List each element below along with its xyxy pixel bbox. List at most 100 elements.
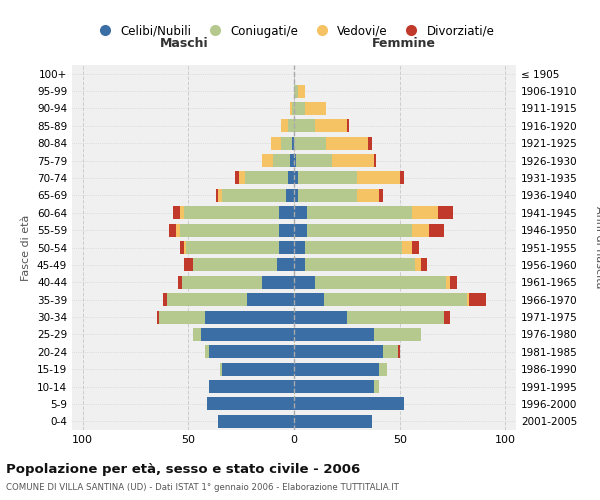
Bar <box>281 136 292 149</box>
Bar <box>298 84 305 98</box>
Bar <box>412 241 419 254</box>
Bar <box>180 206 184 220</box>
Bar <box>294 276 315 289</box>
Bar <box>184 241 186 254</box>
Bar <box>247 293 294 306</box>
Bar <box>374 380 379 393</box>
Text: Femmine: Femmine <box>372 38 436 51</box>
Bar <box>193 258 277 272</box>
Text: COMUNE DI VILLA SANTINA (UD) - Dati ISTAT 1° gennaio 2006 - Elaborazione TUTTITA: COMUNE DI VILLA SANTINA (UD) - Dati ISTA… <box>6 484 399 492</box>
Bar <box>402 241 412 254</box>
Bar <box>235 172 239 184</box>
Bar <box>294 293 323 306</box>
Bar <box>239 172 245 184</box>
Bar <box>184 206 279 220</box>
Bar <box>412 206 438 220</box>
Text: Popolazione per età, sesso e stato civile - 2006: Popolazione per età, sesso e stato civil… <box>6 462 360 475</box>
Bar <box>347 120 349 132</box>
Bar <box>294 84 298 98</box>
Bar <box>290 154 294 167</box>
Bar <box>326 136 368 149</box>
Bar <box>286 189 294 202</box>
Bar <box>218 189 222 202</box>
Bar <box>290 102 292 115</box>
Bar <box>180 241 184 254</box>
Bar <box>294 241 305 254</box>
Bar <box>292 136 294 149</box>
Bar <box>294 346 383 358</box>
Bar <box>315 120 347 132</box>
Bar <box>296 154 332 167</box>
Bar <box>358 189 379 202</box>
Y-axis label: Anni di nascita: Anni di nascita <box>594 206 600 289</box>
Bar <box>294 362 379 376</box>
Bar <box>186 241 279 254</box>
Bar <box>358 172 400 184</box>
Bar <box>298 189 358 202</box>
Bar <box>279 206 294 220</box>
Bar <box>374 154 376 167</box>
Bar <box>294 189 298 202</box>
Bar <box>307 206 412 220</box>
Bar <box>294 154 296 167</box>
Bar <box>294 328 374 341</box>
Y-axis label: Fasce di età: Fasce di età <box>22 214 31 280</box>
Bar <box>287 172 294 184</box>
Bar <box>262 154 273 167</box>
Bar <box>209 346 294 358</box>
Bar <box>158 310 205 324</box>
Bar <box>279 224 294 236</box>
Bar <box>315 276 446 289</box>
Bar <box>294 310 347 324</box>
Bar <box>379 189 383 202</box>
Bar <box>398 346 400 358</box>
Bar <box>182 276 262 289</box>
Bar <box>383 346 398 358</box>
Bar <box>305 102 326 115</box>
Bar <box>279 241 294 254</box>
Bar <box>178 276 182 289</box>
Bar <box>220 362 222 376</box>
Bar <box>412 224 430 236</box>
Bar <box>430 224 444 236</box>
Bar <box>163 293 167 306</box>
Bar <box>281 120 287 132</box>
Bar <box>467 293 469 306</box>
Bar <box>180 224 279 236</box>
Bar <box>176 224 180 236</box>
Bar <box>294 224 307 236</box>
Bar <box>374 328 421 341</box>
Bar <box>294 120 315 132</box>
Bar <box>305 258 415 272</box>
Bar <box>262 276 294 289</box>
Bar <box>347 310 444 324</box>
Bar <box>157 310 158 324</box>
Bar <box>421 258 427 272</box>
Bar <box>201 328 294 341</box>
Bar <box>298 172 358 184</box>
Bar <box>294 258 305 272</box>
Bar <box>294 172 298 184</box>
Bar <box>173 206 180 220</box>
Bar <box>294 206 307 220</box>
Bar <box>277 258 294 272</box>
Legend: Celibi/Nubili, Coniugati/e, Vedovi/e, Divorziati/e: Celibi/Nubili, Coniugati/e, Vedovi/e, Di… <box>89 20 499 42</box>
Text: Maschi: Maschi <box>160 38 208 51</box>
Bar <box>294 136 326 149</box>
Bar <box>305 241 402 254</box>
Bar <box>245 172 287 184</box>
Bar <box>209 380 294 393</box>
Bar <box>218 415 294 428</box>
Bar <box>451 276 457 289</box>
Bar <box>169 224 176 236</box>
Bar <box>400 172 404 184</box>
Bar <box>292 102 294 115</box>
Bar <box>323 293 467 306</box>
Bar <box>216 189 218 202</box>
Bar <box>287 120 294 132</box>
Bar <box>294 102 305 115</box>
Bar <box>446 276 451 289</box>
Bar <box>332 154 374 167</box>
Bar <box>438 206 452 220</box>
Bar <box>205 346 209 358</box>
